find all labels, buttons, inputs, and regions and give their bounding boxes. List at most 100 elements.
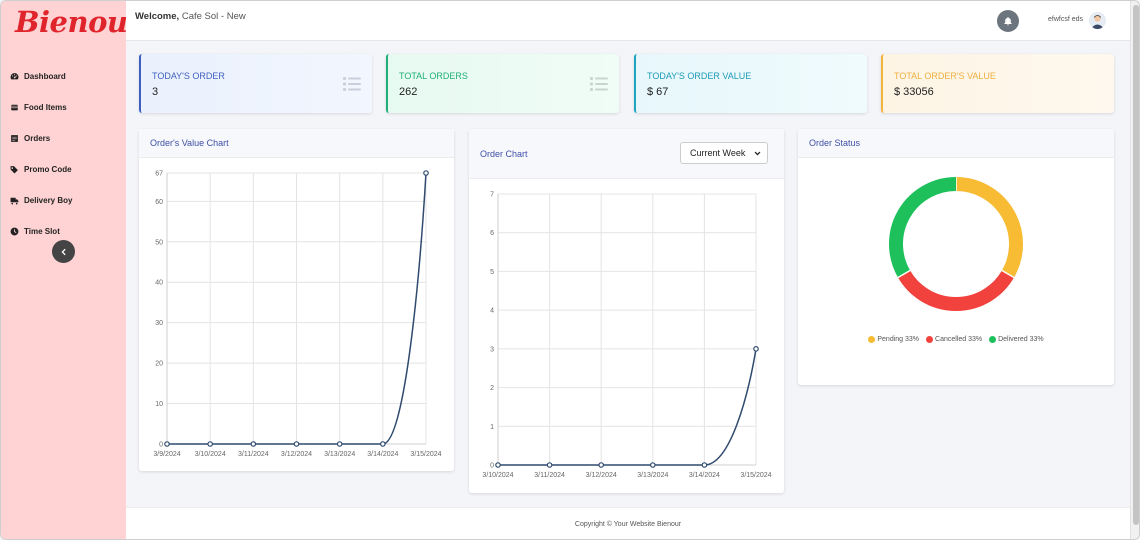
- donut-slice: [897, 270, 1015, 311]
- welcome-label: Welcome,: [135, 11, 180, 22]
- user-avatar-icon: [1089, 12, 1106, 29]
- x-tick-label: 3/12/2024: [586, 472, 617, 479]
- y-tick-label: 60: [155, 199, 163, 206]
- brand-logo[interactable]: Bienour: [15, 5, 143, 39]
- chevron-left-icon: [60, 248, 66, 255]
- legend-item[interactable]: Pending 33%: [868, 336, 919, 343]
- stat-value: $ 67: [647, 86, 669, 98]
- legend-label: Pending 33%: [877, 336, 920, 343]
- stat-label: TODAY'S ORDER: [152, 71, 225, 81]
- y-tick-label: 67: [155, 171, 163, 178]
- chevron-down-icon: [754, 151, 761, 156]
- store-name: Cafe Sol - New: [181, 11, 246, 22]
- y-tick-label: 2: [490, 385, 494, 392]
- card-title: Order Status: [809, 138, 861, 148]
- sidebar-item-label: Delivery Boy: [24, 196, 73, 205]
- legend-swatch: [926, 336, 934, 343]
- legend-item[interactable]: Delivered 33%: [989, 336, 1044, 343]
- y-tick-label: 10: [155, 401, 163, 408]
- x-tick-label: 3/12/2024: [281, 451, 312, 458]
- y-tick-label: 0: [159, 442, 163, 449]
- avatar[interactable]: [1089, 12, 1106, 29]
- data-point: [293, 441, 300, 447]
- legend-swatch: [868, 336, 876, 343]
- y-tick-label: 40: [155, 280, 163, 287]
- x-tick-label: 3/9/2024: [153, 451, 180, 458]
- sidebar-item-label: Orders: [24, 134, 51, 143]
- sidebar: Bienour Dashboard Food Items Orders Prom…: [1, 1, 143, 539]
- y-tick-label: 50: [155, 239, 163, 246]
- top-bar: Welcome, Cafe Sol - New efwfcsf eds: [126, 1, 1130, 41]
- order-status-donut: [889, 177, 1023, 311]
- data-point: [495, 462, 501, 468]
- order-chart: 0 1 2 3 4 5 6 7 3/10/2024 3/11/2024 3/12/2024 3/13/…: [482, 192, 771, 480]
- sidebar-item-time-slot[interactable]: Time Slot: [1, 216, 126, 247]
- slice-separator: [897, 269, 911, 279]
- x-tick-label: 3/14/2024: [367, 451, 398, 458]
- period-select[interactable]: Current Week: [680, 142, 768, 164]
- legend-label: Delivered 33%: [998, 336, 1044, 343]
- footer: Copyright © Your Website Bienour: [126, 507, 1130, 539]
- copyright-text: Copyright © Your Website Bienour: [574, 521, 682, 528]
- vertical-scrollbar[interactable]: [1130, 1, 1139, 539]
- sidebar-item-delivery-boy[interactable]: Delivery Boy: [1, 185, 126, 216]
- stat-card-total-orders: TOTAL ORDERS 262: [386, 54, 619, 113]
- stat-label: TOTAL ORDER'S VALUE: [894, 71, 996, 81]
- scrollbar-thumb[interactable]: [1133, 5, 1139, 525]
- x-tick-label: 3/14/2024: [689, 472, 720, 479]
- list-icon: [343, 77, 361, 91]
- order-chart-card: Order Chart Current Week 0 1 2 3 4 5 6 7 3/10/20…: [469, 129, 784, 493]
- sidebar-item-orders[interactable]: Orders: [1, 123, 126, 154]
- donut-slice: [889, 177, 957, 278]
- sidebar-collapse-button[interactable]: [52, 240, 75, 263]
- series-line: [167, 172, 427, 445]
- x-tick-label: 3/15/2024: [740, 472, 771, 479]
- notification-button[interactable]: [997, 10, 1019, 32]
- card-title: Order's Value Chart: [150, 138, 229, 148]
- legend-label: Cancelled 33%: [935, 336, 983, 343]
- x-tick-label: 3/10/2024: [195, 451, 226, 458]
- data-point: [650, 462, 656, 468]
- stat-value: 3: [152, 86, 159, 98]
- period-select-value: Current Week: [690, 148, 746, 158]
- y-tick-label: 20: [155, 361, 163, 368]
- order-status-card: Order Status Pending 33% Cancelled 33% Del…: [798, 129, 1114, 385]
- bell-icon: [1004, 16, 1012, 26]
- username[interactable]: efwfcsf eds: [1048, 16, 1084, 23]
- donut-slice: [955, 177, 1023, 278]
- stat-card-todays-order: TODAY'S ORDER 3: [139, 54, 372, 113]
- data-point: [423, 170, 429, 176]
- data-point: [207, 441, 213, 447]
- x-tick-label: 3/15/2024: [410, 451, 441, 458]
- x-tick-label: 3/10/2024: [482, 472, 513, 479]
- stat-card-todays-order-value: TODAY'S ORDER VALUE $ 67: [634, 54, 867, 113]
- sidebar-item-promo-code[interactable]: Promo Code: [1, 154, 126, 185]
- stat-value: 262: [399, 86, 418, 98]
- card-title: Order Chart: [480, 149, 528, 159]
- card-header: Order Status: [798, 129, 1114, 158]
- data-point: [336, 441, 343, 447]
- sidebar-item-dashboard[interactable]: Dashboard: [1, 61, 126, 92]
- data-point: [546, 462, 553, 468]
- order-value-chart-card: Order's Value Chart 0 10 20 30 40 50 60 67 3/9/2…: [139, 129, 454, 471]
- sidebar-item-label: Time Slot: [24, 227, 60, 236]
- y-tick-label: 6: [490, 230, 494, 237]
- orders-icon: [11, 135, 18, 142]
- sidebar-item-label: Food Items: [24, 103, 67, 112]
- sidebar-item-food-items[interactable]: Food Items: [1, 92, 126, 123]
- truck-icon: [10, 197, 19, 205]
- chart-legend: Pending 33% Cancelled 33% Delivered 33%: [798, 336, 1114, 343]
- card-header: Order Chart Current Week: [469, 129, 784, 179]
- data-point: [380, 441, 386, 447]
- data-point: [164, 441, 170, 447]
- stat-value: $ 33056: [894, 86, 934, 98]
- clock-icon: [10, 227, 19, 236]
- card-header: Order's Value Chart: [139, 129, 454, 158]
- x-tick-label: 3/13/2024: [324, 451, 355, 458]
- y-tick-label: 1: [490, 424, 494, 431]
- y-tick-label: 4: [490, 308, 494, 315]
- legend-item[interactable]: Cancelled 33%: [926, 336, 982, 343]
- tag-icon: [10, 166, 18, 174]
- welcome-message: Welcome, Cafe Sol - New: [135, 11, 246, 22]
